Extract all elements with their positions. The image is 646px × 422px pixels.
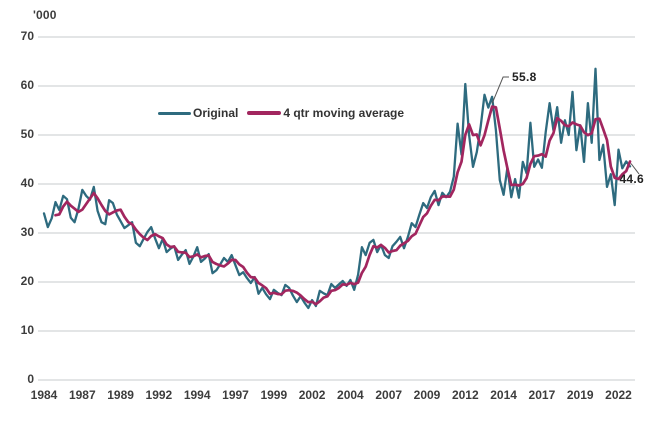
x-tick-label: 1984 — [30, 388, 58, 402]
x-tick-label: 1999 — [260, 388, 288, 402]
y-tick-label: 0 — [27, 372, 34, 386]
x-tick-label: 2019 — [566, 388, 594, 402]
y-axis-unit-label: '000 — [33, 8, 57, 22]
x-tick-label: 2007 — [375, 388, 403, 402]
x-tick-label: 2002 — [298, 388, 326, 402]
y-tick-label: 70 — [20, 29, 34, 43]
y-tick-label: 50 — [20, 127, 34, 141]
y-tick-label: 40 — [20, 176, 34, 190]
annotation-latest-value: 44.6 — [619, 172, 644, 186]
x-tick-label: 2012 — [451, 388, 479, 402]
x-tick-label: 1994 — [183, 388, 211, 402]
x-tick-label: 1989 — [107, 388, 134, 402]
y-tick-label: 20 — [20, 274, 34, 288]
x-tick-label: 2004 — [337, 388, 364, 402]
annotation-peak-value: 55.8 — [512, 70, 537, 84]
x-tick-label: 2017 — [528, 388, 556, 402]
legend-label-original: Original — [193, 106, 239, 120]
x-tick-label: 2014 — [490, 388, 517, 402]
legend-swatch-original — [158, 111, 191, 115]
y-tick-label: 30 — [20, 225, 34, 239]
y-tick-label: 60 — [20, 78, 34, 92]
legend-label-moving-average: 4 qtr moving average — [283, 106, 405, 120]
x-tick-label: 2009 — [413, 388, 441, 402]
legend: Original 4 qtr moving average — [158, 106, 404, 120]
x-tick-label: 1997 — [222, 388, 249, 402]
x-tick-label: 1987 — [68, 388, 96, 402]
legend-swatch-moving-average — [247, 111, 282, 115]
x-tick-label: 2022 — [605, 388, 632, 402]
x-tick-label: 1992 — [145, 388, 173, 402]
y-tick-label: 10 — [20, 323, 34, 337]
